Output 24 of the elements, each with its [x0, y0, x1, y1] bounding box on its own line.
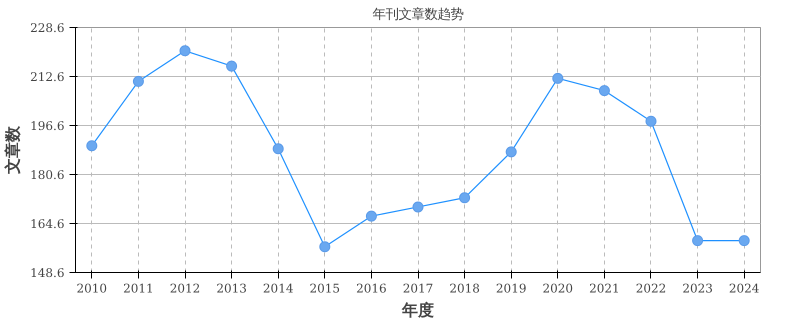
y-tick-label: 164.6 [30, 217, 65, 231]
y-axis-title: 文章数 [3, 125, 22, 175]
x-tick-label: 2010 [76, 282, 108, 296]
x-tick-label: 2012 [170, 282, 200, 296]
x-tick-label: 2013 [216, 282, 247, 296]
x-tick-label: 2017 [402, 282, 434, 296]
y-tick-label: 196.6 [30, 119, 65, 133]
x-tick-label: 2016 [356, 282, 387, 296]
x-axis-title: 年度 [401, 300, 434, 320]
x-tick-label: 2015 [310, 282, 340, 296]
x-tick-label: 2018 [449, 282, 480, 296]
x-tick-label: 2019 [496, 282, 526, 296]
x-tick-label: 2014 [262, 282, 294, 296]
x-tick-label: 2011 [123, 282, 154, 296]
x-tick-label: 2020 [542, 282, 574, 296]
x-tick-label: 2023 [682, 282, 713, 296]
y-tick-label: 228.6 [30, 21, 65, 35]
chart-title: 年刊文章数趋势 [372, 8, 464, 22]
y-tick-label: 212.6 [30, 70, 65, 84]
x-tick-label: 2022 [636, 282, 666, 296]
y-tick-label: 180.6 [30, 168, 65, 182]
y-tick-label: 148.6 [30, 266, 65, 280]
x-tick-label: 2021 [589, 282, 620, 296]
x-tick-label: 2024 [728, 282, 760, 296]
